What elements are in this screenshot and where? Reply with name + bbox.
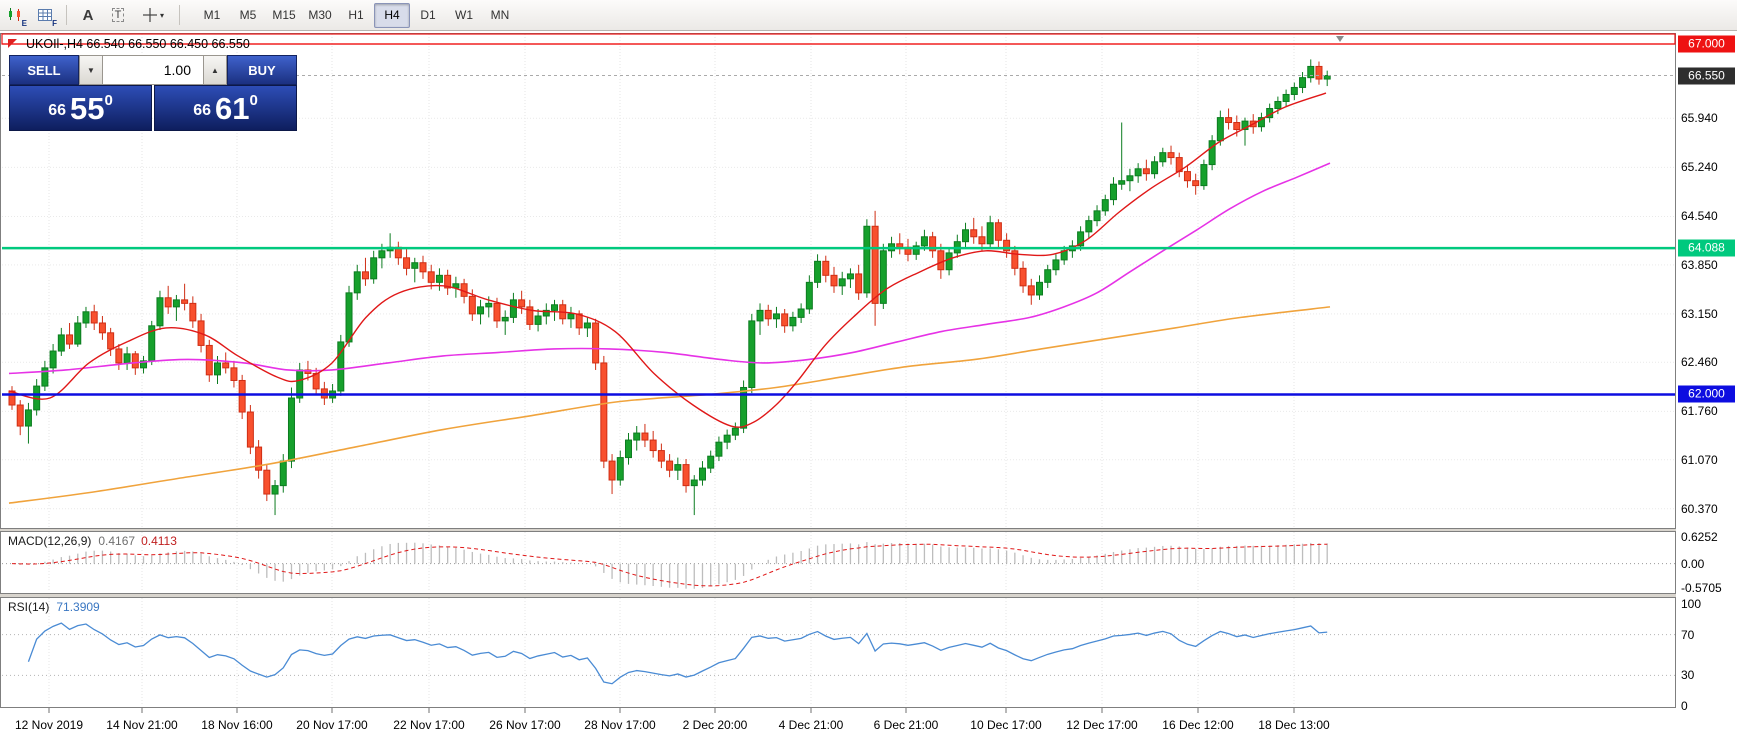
time-tick-label: 2 Dec 20:00 (682, 718, 748, 732)
volume-input[interactable]: 1.00 (103, 55, 203, 85)
timeframe-M1[interactable]: M1 (203, 7, 221, 22)
time-tick-label: 10 Dec 17:00 (970, 718, 1042, 732)
volume-decrease-button[interactable]: ▼ (79, 55, 103, 85)
chevron-down-icon: ▾ (159, 10, 164, 20)
icon-sub-letter: F (52, 18, 57, 28)
grid-glyph (38, 9, 52, 21)
rsi-tick-100: 100 (1681, 597, 1702, 611)
crosshair-glyph (142, 8, 157, 22)
price-level-62.000: 62.000 (1678, 385, 1735, 403)
macd-tick-0.6252: 0.6252 (1681, 530, 1718, 544)
candlestick-glyph (9, 8, 20, 21)
toolbar-separator (66, 5, 67, 25)
price-tick-65.240: 65.240 (1681, 160, 1718, 175)
time-tick-label: 20 Nov 17:00 (296, 718, 368, 732)
timeframe-M30[interactable]: M30 (308, 7, 332, 22)
timeframe-W1[interactable]: W1 (455, 7, 473, 22)
toolbar-separator (179, 5, 180, 25)
price-tick-61.760: 61.760 (1681, 404, 1718, 419)
price-tick-62.460: 62.460 (1681, 355, 1718, 370)
macd-name: MACD(12,26,9) (8, 534, 92, 548)
time-axis[interactable] (0, 708, 1737, 744)
letter-t-glyph: T (111, 8, 125, 22)
crosshair-tool-icon[interactable]: ▾ (134, 2, 172, 29)
time-tick-label: 12 Dec 17:00 (1066, 718, 1138, 732)
time-tick-label: 6 Dec 21:00 (873, 718, 939, 732)
buy-price-main: 66 (193, 102, 211, 119)
timeframe-H1[interactable]: H1 (348, 7, 364, 22)
timeframe-MN[interactable]: MN (490, 7, 510, 22)
sell-price-main: 66 (48, 102, 66, 119)
rsi-panel[interactable] (0, 597, 1676, 708)
price-level-66.550: 66.550 (1678, 67, 1735, 85)
rsi-value: 71.3909 (56, 600, 100, 614)
time-tick-label: 14 Nov 21:00 (106, 718, 178, 732)
timeframe-M5[interactable]: M5 (239, 7, 257, 22)
buy-price-big: 61 (214, 90, 250, 126)
icon-sub-letter: E (21, 18, 27, 28)
chart-corner-marker-icon (8, 39, 17, 48)
price-tick-61.070: 61.070 (1681, 452, 1718, 467)
sell-price-big: 55 (69, 90, 105, 126)
time-tick-label: 28 Nov 17:00 (584, 718, 656, 732)
time-tick-label: 26 Nov 17:00 (489, 718, 561, 732)
toolbar: E F A T ▾ M1 M5 M15 M30 H1 H4 D1 (0, 0, 1737, 31)
time-tick-label: 18 Nov 16:00 (201, 718, 273, 732)
timeframe-buttons: M1 M5 M15 M30 H1 H4 D1 W1 MN (194, 2, 518, 28)
candlestick-chart-icon[interactable]: E (1, 2, 29, 29)
price-tick-60.370: 60.370 (1681, 501, 1718, 516)
macd-value-main: 0.4167 (98, 534, 136, 548)
timeframe-D1[interactable]: D1 (420, 7, 436, 22)
timeframe-H4[interactable]: H4 (374, 2, 410, 28)
time-tick-label: 18 Dec 13:00 (1258, 718, 1330, 732)
panel-splitter[interactable] (0, 594, 1676, 597)
macd-label: MACD(12,26,9) 0.4167 0.4113 (8, 534, 177, 548)
rsi-label: RSI(14) 71.3909 (8, 600, 100, 614)
macd-value-signal: 0.4113 (141, 534, 177, 548)
rsi-tick-30: 30 (1681, 668, 1695, 683)
buy-price-sup: 0 (249, 91, 258, 109)
time-tick-label: 22 Nov 17:00 (393, 718, 465, 732)
price-tick-64.540: 64.540 (1681, 209, 1718, 224)
price-tick-63.850: 63.850 (1681, 257, 1718, 272)
sell-button[interactable]: SELL (9, 55, 79, 85)
price-level-64.088: 64.088 (1678, 239, 1735, 257)
buy-button[interactable]: BUY (227, 55, 297, 85)
volume-increase-button[interactable]: ▲ (203, 55, 227, 85)
rsi-name: RSI(14) (8, 600, 50, 614)
letter-a-glyph: A (82, 6, 94, 24)
price-axis[interactable]: 65.940 65.240 64.540 63.850 63.150 62.460 61.7… (1678, 0, 1737, 744)
rsi-tick-0: 0 (1681, 699, 1688, 713)
one-click-trading-panel: SELL ▼ 1.00 ▲ BUY 66 55 0 66 61 0 (9, 55, 297, 131)
macd-tick--0.5705: -0.5705 (1681, 581, 1722, 595)
time-tick-label: 4 Dec 21:00 (778, 718, 844, 732)
rsi-tick-70: 70 (1681, 627, 1695, 642)
text-label-tool-icon[interactable]: A (74, 2, 102, 29)
price-tick-63.150: 63.150 (1681, 306, 1718, 321)
time-tick-label: 12 Nov 2019 (14, 718, 84, 732)
grid-tool-icon[interactable]: F (31, 2, 59, 29)
chart-title: UKOIl-,H4 66.540 66.550 66.450 66.550 (26, 37, 250, 51)
time-tick-label: 16 Dec 12:00 (1162, 718, 1234, 732)
price-level-67.000: 67.000 (1678, 35, 1735, 53)
timeframe-M15[interactable]: M15 (272, 7, 296, 22)
sell-price-display[interactable]: 66 55 0 (9, 85, 152, 131)
text-box-tool-icon[interactable]: T (104, 2, 132, 29)
price-tick-65.940: 65.940 (1681, 111, 1718, 126)
buy-price-display[interactable]: 66 61 0 (154, 85, 297, 131)
panel-splitter[interactable] (0, 529, 1676, 531)
macd-tick-0.00: 0.00 (1681, 556, 1705, 571)
macd-panel[interactable] (0, 531, 1676, 594)
sell-price-sup: 0 (104, 91, 113, 109)
